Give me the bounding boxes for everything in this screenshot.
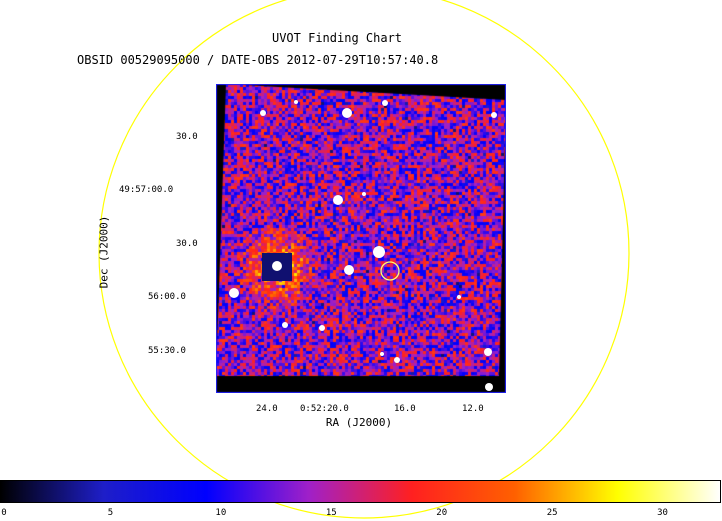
star-source <box>457 295 461 299</box>
colorbar-ticks: 0 5 10 15 20 25 30 <box>0 504 722 521</box>
star-source <box>344 265 354 275</box>
y-tick-label: 56:00.0 <box>148 292 186 302</box>
star-source <box>373 246 385 258</box>
colorbar-tick-label: 25 <box>546 508 558 518</box>
x-tick-label: 24.0 <box>256 404 278 414</box>
star-source <box>342 108 352 118</box>
y-tick-label: 30.0 <box>176 239 198 249</box>
x-axis-label: RA (J2000) <box>325 416 393 429</box>
colorbar-tick-label: 15 <box>325 508 337 518</box>
star-source <box>491 112 497 118</box>
colorbar-tick-label: 30 <box>657 508 668 518</box>
star-source <box>382 100 388 106</box>
colorbar-fill <box>0 480 721 503</box>
star-source <box>260 110 266 116</box>
x-tick-label: 12.0 <box>462 404 484 414</box>
colorbar <box>0 480 721 503</box>
star-source <box>362 192 366 196</box>
sky-image-heatmap <box>216 84 506 393</box>
star-source <box>282 322 288 328</box>
target-marker <box>380 261 400 281</box>
saturated-star-core <box>272 261 282 271</box>
source-layer <box>229 100 497 391</box>
star-source <box>229 288 239 298</box>
star-source <box>294 100 298 104</box>
chart-title: UVOT Finding Chart <box>271 31 403 45</box>
y-tick-label: 30.0 <box>176 132 198 142</box>
colorbar-tick-label: 5 <box>107 508 114 518</box>
colorbar-tick-label: 0 <box>1 508 7 518</box>
chart-subtitle: OBSID 00529095000 / DATE-OBS 2012-07-29T… <box>77 53 439 67</box>
y-axis-label: Dec (J2000) <box>97 215 111 289</box>
colorbar-tick-label: 10 <box>215 508 227 518</box>
x-tick-label: 0:52:20.0 <box>300 404 349 414</box>
y-tick-label: 49:57:00.0 <box>119 185 174 195</box>
star-source <box>394 357 400 363</box>
star-source <box>319 325 325 331</box>
y-tick-label: 55:30.0 <box>148 346 186 356</box>
image-panel <box>216 84 506 393</box>
x-tick-label: 16.0 <box>394 404 416 414</box>
colorbar-tick-label: 20 <box>436 508 448 518</box>
star-source <box>484 348 492 356</box>
star-source <box>333 195 343 205</box>
star-source <box>380 352 384 356</box>
star-source <box>485 383 493 391</box>
